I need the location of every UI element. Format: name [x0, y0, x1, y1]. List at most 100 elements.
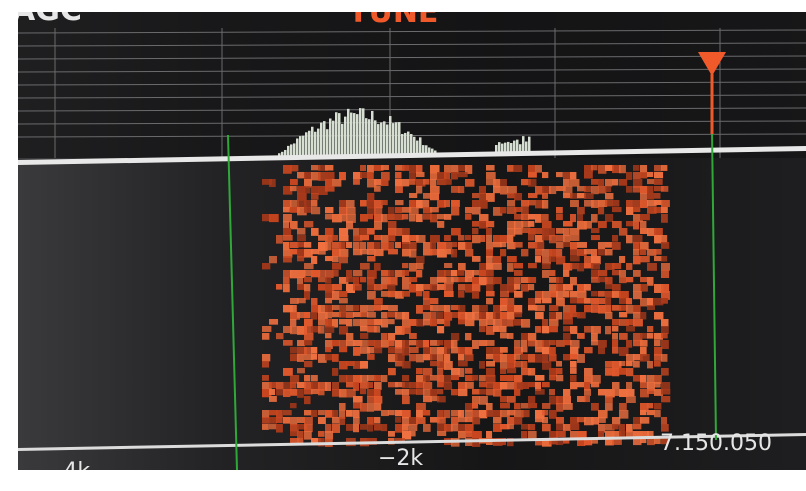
- waterfall-cell: [640, 340, 648, 347]
- waterfall-cell: [528, 172, 537, 178]
- waterfall-cell: [605, 312, 612, 319]
- waterfall-cell: [507, 333, 513, 339]
- waterfall-cell: [458, 410, 464, 418]
- waterfall-cell: [353, 270, 362, 276]
- waterfall-cell: [570, 249, 578, 256]
- trace-bar: [329, 118, 332, 156]
- waterfall-cell: [500, 207, 507, 213]
- waterfall-cell: [654, 256, 662, 261]
- waterfall-cell: [535, 256, 541, 263]
- waterfall-cell: [486, 410, 493, 417]
- waterfall-cell: [584, 172, 593, 179]
- waterfall-cell: [486, 165, 495, 171]
- waterfall-cell: [304, 347, 312, 354]
- waterfall-cell: [472, 228, 478, 234]
- waterfall-cell: [374, 186, 381, 192]
- waterfall-cell: [283, 207, 290, 212]
- waterfall-cell: [493, 263, 502, 270]
- waterfall-cell: [297, 340, 305, 346]
- waterfall-cell: [661, 256, 667, 262]
- waterfall-cell: [640, 193, 647, 200]
- waterfall-cell: [542, 200, 548, 209]
- waterfall-cell: [465, 431, 472, 437]
- trace-bar: [380, 122, 383, 156]
- waterfall-cell: [409, 389, 417, 394]
- waterfall-cell: [423, 298, 430, 306]
- waterfall-cell: [451, 242, 457, 247]
- waterfall-cell: [486, 256, 493, 263]
- waterfall-cell: [416, 270, 422, 277]
- waterfall-cell: [486, 340, 495, 346]
- waterfall-cell: [584, 396, 590, 402]
- waterfall-cell: [654, 382, 661, 388]
- waterfall-cell: [269, 389, 275, 395]
- waterfall-cell: [339, 403, 346, 411]
- waterfall-cell: [556, 277, 563, 283]
- waterfall-cell: [437, 221, 444, 228]
- waterfall-cell: [360, 214, 368, 222]
- waterfall-cell: [591, 340, 598, 345]
- waterfall-cell: [430, 319, 437, 326]
- waterfall-cell: [570, 242, 577, 249]
- waterfall-cell: [528, 228, 535, 235]
- waterfall-cell: [367, 417, 374, 425]
- waterfall-cell: [269, 382, 276, 388]
- waterfall-cell: [451, 249, 457, 257]
- waterfall-cell: [465, 319, 474, 326]
- waterfall-cell: [318, 431, 325, 437]
- waterfall-cell: [367, 312, 376, 318]
- waterfall-cell: [402, 179, 409, 186]
- waterfall-cell: [507, 256, 517, 262]
- waterfall-cell: [388, 242, 394, 250]
- waterfall-cell: [262, 410, 269, 418]
- trace-bar: [359, 108, 362, 156]
- waterfall-cell: [493, 277, 502, 284]
- waterfall-cell: [332, 424, 340, 433]
- waterfall-cell: [388, 207, 395, 214]
- waterfall-cell: [598, 305, 606, 314]
- waterfall-cell: [563, 221, 573, 227]
- waterfall-cell: [633, 270, 641, 277]
- waterfall-cell: [276, 424, 283, 433]
- waterfall-cell: [479, 382, 487, 387]
- waterfall-cell: [374, 347, 382, 353]
- waterfall-cell: [409, 354, 416, 361]
- waterfall-cell: [451, 424, 458, 431]
- trace-bar: [386, 124, 389, 156]
- waterfall-cell: [451, 228, 461, 235]
- waterfall-cell: [640, 354, 650, 362]
- waterfall-cell: [647, 305, 655, 310]
- waterfall-cell: [409, 347, 419, 353]
- waterfall-cell: [528, 333, 536, 341]
- waterfall-cell: [360, 165, 366, 171]
- waterfall-cell: [353, 417, 360, 424]
- waterfall-cell: [451, 207, 459, 216]
- waterfall-cell: [584, 221, 592, 229]
- waterfall-cell: [416, 256, 425, 264]
- waterfall-cell: [458, 270, 464, 276]
- waterfall-cell: [549, 270, 555, 276]
- waterfall-cell: [612, 235, 618, 242]
- trace-bar: [317, 129, 320, 156]
- waterfall-cell: [458, 424, 466, 432]
- waterfall-cell: [325, 354, 333, 360]
- waterfall-cell: [304, 417, 313, 425]
- waterfall-cell: [416, 382, 424, 389]
- waterfall-cell: [535, 249, 542, 256]
- waterfall-cell: [549, 389, 555, 395]
- waterfall-cell: [640, 172, 647, 178]
- waterfall-cell: [290, 249, 298, 254]
- waterfall-cell: [542, 298, 552, 303]
- waterfall-cell: [577, 382, 584, 387]
- waterfall-cell: [472, 340, 479, 349]
- waterfall-cell: [402, 312, 409, 319]
- waterfall-cell: [346, 424, 353, 431]
- waterfall-cell: [262, 424, 269, 430]
- waterfall-cell: [353, 396, 363, 403]
- waterfall-cell: [563, 270, 569, 277]
- waterfall-cell: [304, 424, 313, 432]
- waterfall-cell: [619, 424, 625, 431]
- waterfall-cell: [290, 165, 298, 171]
- waterfall-cell: [591, 403, 599, 411]
- trace-bar: [398, 122, 401, 156]
